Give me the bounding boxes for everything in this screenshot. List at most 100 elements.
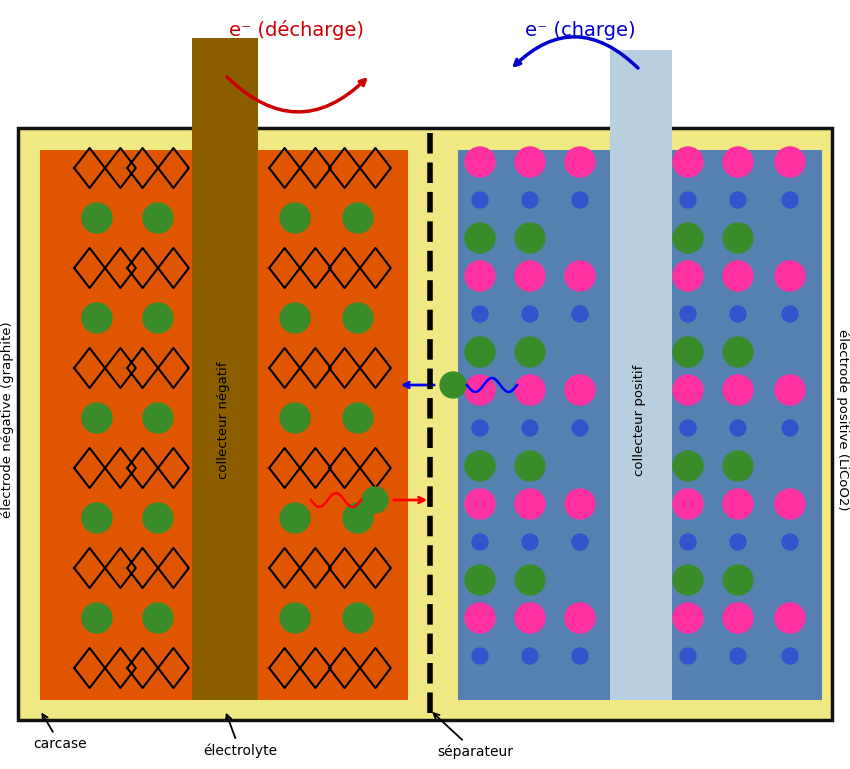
Bar xyxy=(40,150,195,700)
Circle shape xyxy=(673,565,703,595)
Bar xyxy=(192,123,258,700)
Circle shape xyxy=(440,372,466,398)
Circle shape xyxy=(82,303,112,333)
Circle shape xyxy=(465,375,495,405)
Circle shape xyxy=(673,489,703,519)
Circle shape xyxy=(782,306,798,322)
Circle shape xyxy=(723,489,753,519)
Circle shape xyxy=(465,451,495,481)
Circle shape xyxy=(143,603,173,633)
Circle shape xyxy=(362,487,388,513)
Circle shape xyxy=(723,337,753,367)
Circle shape xyxy=(723,451,753,481)
Text: électrode positive (LiCoO2): électrode positive (LiCoO2) xyxy=(836,329,849,511)
Circle shape xyxy=(673,375,703,405)
Circle shape xyxy=(565,147,595,177)
Circle shape xyxy=(82,203,112,233)
Bar xyxy=(610,123,672,700)
Circle shape xyxy=(730,420,746,436)
Circle shape xyxy=(472,534,488,550)
Circle shape xyxy=(572,192,588,208)
Circle shape xyxy=(515,375,545,405)
Circle shape xyxy=(673,223,703,253)
Text: carcase: carcase xyxy=(33,714,87,751)
Circle shape xyxy=(723,147,753,177)
Bar xyxy=(18,128,832,720)
Text: électrode négative (graphite): électrode négative (graphite) xyxy=(2,321,14,518)
Circle shape xyxy=(280,203,310,233)
Circle shape xyxy=(472,648,488,664)
Circle shape xyxy=(143,203,173,233)
Text: e⁻ (décharge): e⁻ (décharge) xyxy=(230,20,365,40)
Circle shape xyxy=(472,420,488,436)
Circle shape xyxy=(680,420,696,436)
Circle shape xyxy=(723,565,753,595)
Circle shape xyxy=(782,420,798,436)
Circle shape xyxy=(572,306,588,322)
Circle shape xyxy=(680,534,696,550)
Bar xyxy=(252,150,408,700)
Circle shape xyxy=(680,192,696,208)
Text: collecteur positif: collecteur positif xyxy=(633,365,647,476)
Circle shape xyxy=(782,648,798,664)
Bar xyxy=(610,50,672,128)
Circle shape xyxy=(673,147,703,177)
Circle shape xyxy=(82,403,112,433)
Circle shape xyxy=(565,489,595,519)
Circle shape xyxy=(730,648,746,664)
Circle shape xyxy=(515,337,545,367)
Circle shape xyxy=(730,534,746,550)
Circle shape xyxy=(572,420,588,436)
Circle shape xyxy=(280,403,310,433)
Circle shape xyxy=(673,603,703,633)
Circle shape xyxy=(522,306,538,322)
Circle shape xyxy=(280,503,310,533)
Circle shape xyxy=(343,503,373,533)
Circle shape xyxy=(775,261,805,291)
Circle shape xyxy=(522,192,538,208)
Circle shape xyxy=(515,147,545,177)
Circle shape xyxy=(723,261,753,291)
Circle shape xyxy=(143,303,173,333)
Circle shape xyxy=(515,261,545,291)
Circle shape xyxy=(515,565,545,595)
Circle shape xyxy=(343,303,373,333)
Text: collecteur négatif: collecteur négatif xyxy=(218,361,230,479)
Circle shape xyxy=(465,147,495,177)
Circle shape xyxy=(343,603,373,633)
Circle shape xyxy=(673,337,703,367)
Circle shape xyxy=(143,503,173,533)
Circle shape xyxy=(472,306,488,322)
Circle shape xyxy=(465,261,495,291)
Circle shape xyxy=(775,375,805,405)
Circle shape xyxy=(82,503,112,533)
Circle shape xyxy=(572,534,588,550)
Circle shape xyxy=(680,306,696,322)
Circle shape xyxy=(730,192,746,208)
Circle shape xyxy=(723,375,753,405)
Circle shape xyxy=(522,420,538,436)
Text: électrolyte: électrolyte xyxy=(203,714,277,758)
Circle shape xyxy=(565,261,595,291)
Circle shape xyxy=(680,648,696,664)
Circle shape xyxy=(343,203,373,233)
Circle shape xyxy=(280,303,310,333)
Circle shape xyxy=(723,603,753,633)
Circle shape xyxy=(782,192,798,208)
Circle shape xyxy=(565,375,595,405)
Circle shape xyxy=(82,603,112,633)
Circle shape xyxy=(472,192,488,208)
Circle shape xyxy=(465,223,495,253)
Circle shape xyxy=(522,648,538,664)
Circle shape xyxy=(730,306,746,322)
Text: séparateur: séparateur xyxy=(434,714,513,759)
Circle shape xyxy=(775,489,805,519)
Circle shape xyxy=(465,337,495,367)
Circle shape xyxy=(515,451,545,481)
Circle shape xyxy=(782,534,798,550)
Circle shape xyxy=(515,223,545,253)
Circle shape xyxy=(565,603,595,633)
Circle shape xyxy=(723,223,753,253)
Circle shape xyxy=(280,603,310,633)
Circle shape xyxy=(343,403,373,433)
